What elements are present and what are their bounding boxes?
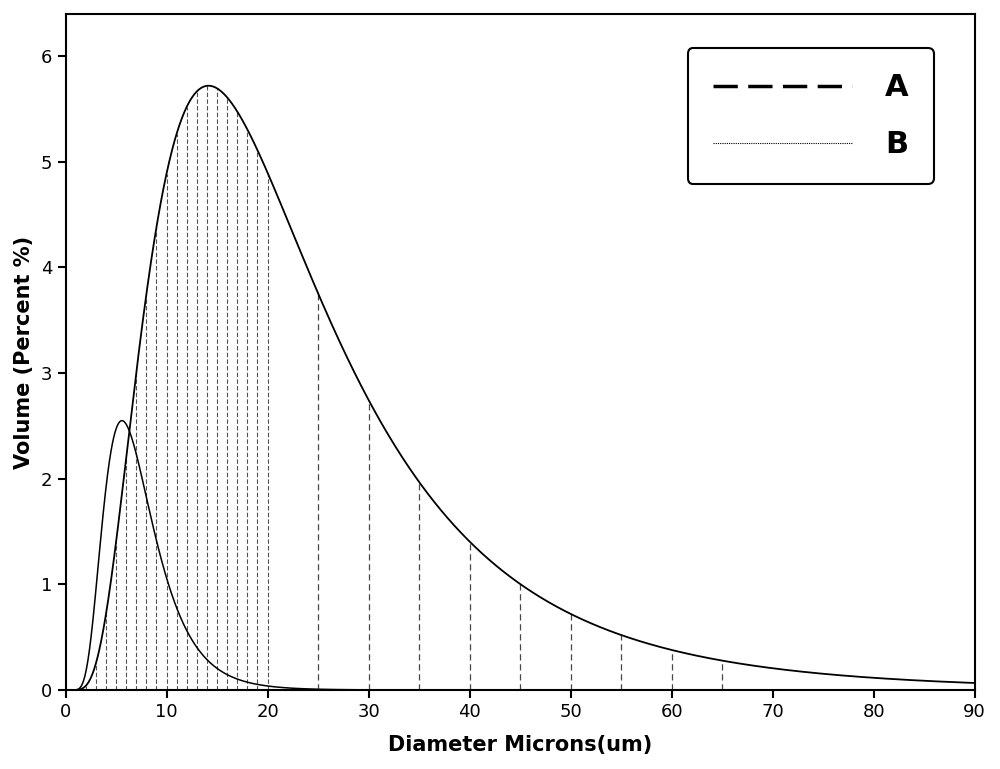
Y-axis label: Volume (Percent %): Volume (Percent %) [14, 235, 34, 468]
Legend: A, B: A, B [688, 48, 934, 184]
X-axis label: Diameter Microns(um): Diameter Microns(um) [388, 735, 652, 755]
